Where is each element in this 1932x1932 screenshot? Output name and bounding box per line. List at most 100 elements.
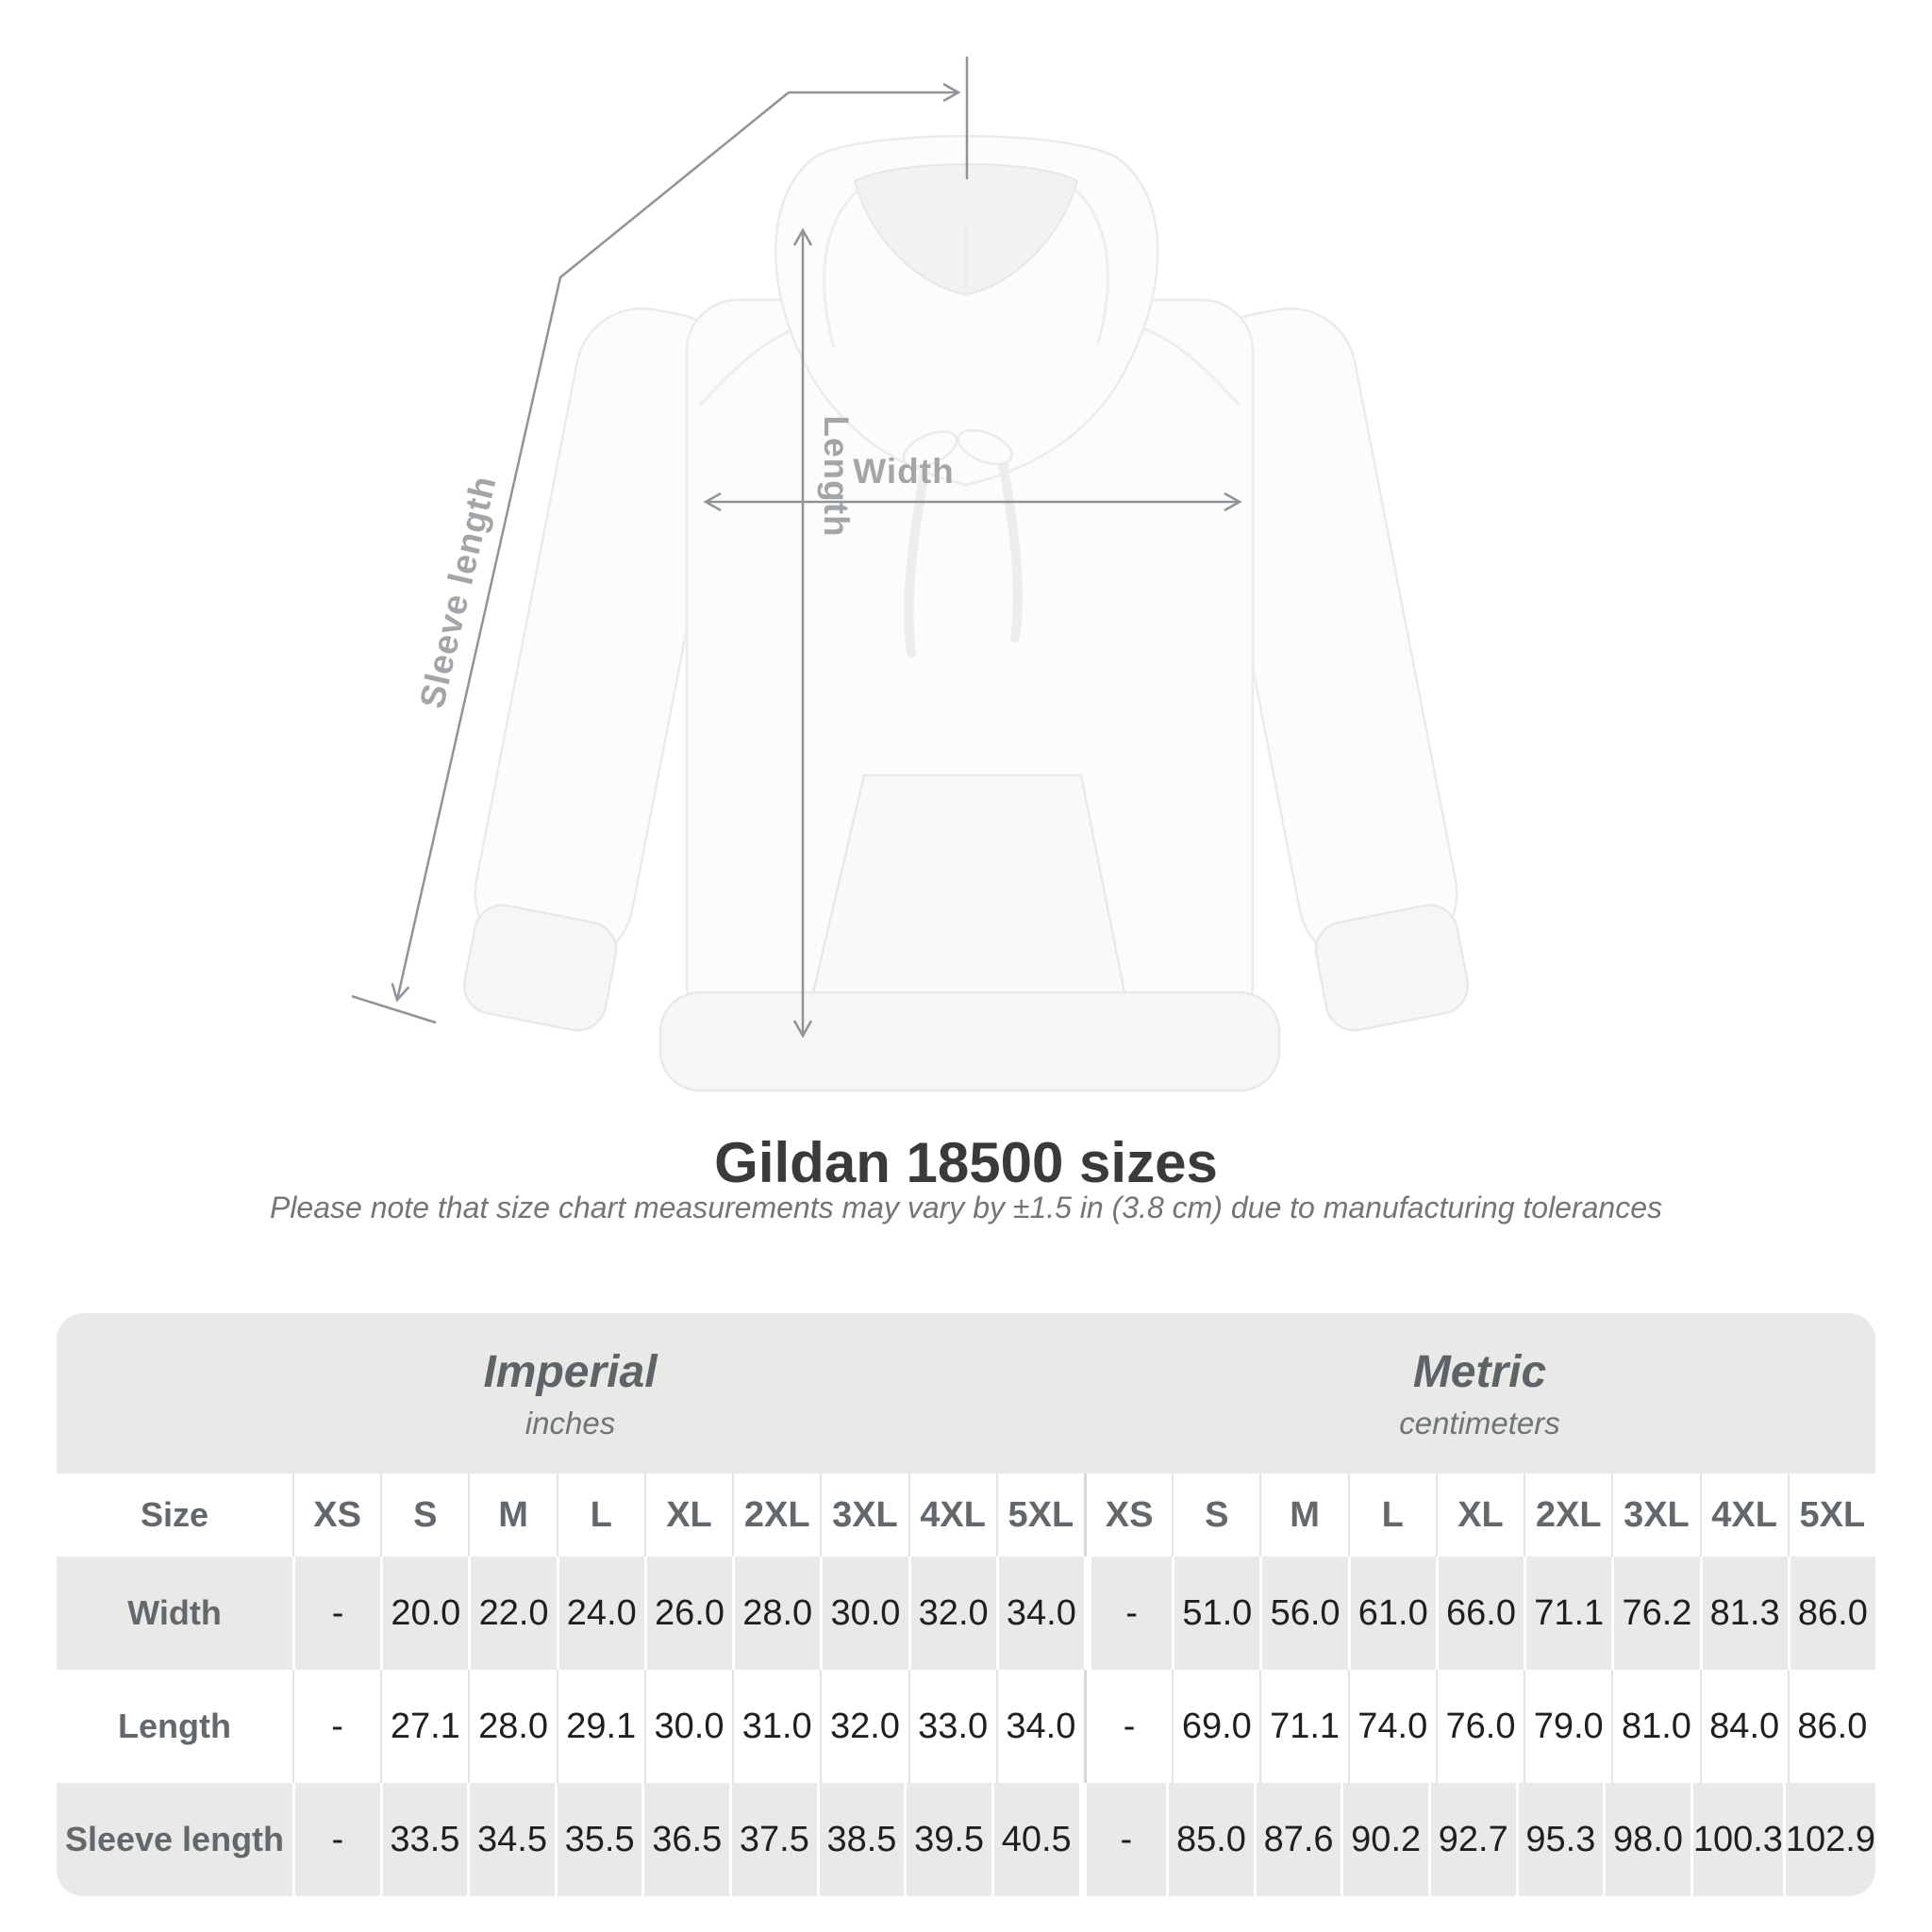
hoodie-hood: [774, 135, 1159, 487]
cell-metric-s: 69.0: [1172, 1670, 1259, 1783]
cell-metric-l: 61.0: [1347, 1557, 1436, 1670]
cell-metric-xs: -: [1083, 1557, 1172, 1670]
hoodie-drawstring-bow-right: [957, 428, 1013, 466]
cell-metric-xl: 92.7: [1427, 1783, 1516, 1896]
cell-metric-2xl: 79.0: [1524, 1670, 1611, 1783]
size-header-imperial-xl: XL: [643, 1474, 732, 1557]
cell-imperial-5xl: 34.0: [995, 1557, 1084, 1670]
cell-metric-m: 71.1: [1259, 1670, 1347, 1783]
size-header-metric-xs: XS: [1083, 1474, 1172, 1557]
size-header-imperial-3xl: 3XL: [820, 1474, 908, 1557]
imperial-label: Imperial: [483, 1346, 658, 1397]
cell-imperial-5xl: 40.5: [991, 1783, 1079, 1896]
cell-imperial-2xl: 37.5: [729, 1783, 817, 1896]
hoodie-hem-band: [658, 991, 1281, 1092]
tolerance-note: Please note that size chart measurements…: [269, 1191, 1663, 1224]
cell-metric-5xl: 86.0: [1787, 1557, 1875, 1670]
row-label: Sleeve length: [64, 1820, 285, 1858]
table-row-length: Length -27.1 28.0 29.1 30.0 31.0 32.0 33.0 34.0-…: [57, 1670, 1875, 1783]
table-row-sleeve-length: Sleeve length -33.5 34.5 35.5 36.5 37.5 38.5 39…: [57, 1783, 1875, 1896]
cell-metric-xs: -: [1078, 1783, 1167, 1896]
size-header-imperial-5xl: 5XL: [995, 1474, 1084, 1557]
hoodie-diagram: Length Width Sleeve length: [351, 57, 1470, 1092]
row-label: Length: [118, 1707, 231, 1745]
hoodie-right-sleeve: [1196, 307, 1470, 1032]
size-header-metric-s: S: [1172, 1474, 1259, 1557]
unit-header-row: Imperial inches Metric centimeters: [57, 1313, 1875, 1474]
cell-metric-5xl: 102.9: [1782, 1783, 1875, 1896]
cell-imperial-2xl: 28.0: [732, 1557, 820, 1670]
size-header-row: Size XS S M L XL 2XL 3XL 4XL 5XL XS S M L XL 2XL 3XL 4XL 5…: [57, 1474, 1875, 1557]
cell-metric-4xl: 81.3: [1699, 1557, 1788, 1670]
cell-imperial-2xl: 31.0: [732, 1670, 820, 1783]
cell-metric-2xl: 71.1: [1524, 1557, 1611, 1670]
cell-metric-3xl: 76.2: [1611, 1557, 1699, 1670]
size-header-imperial-m: M: [468, 1474, 556, 1557]
cell-metric-s: 51.0: [1172, 1557, 1259, 1670]
cell-imperial-s: 27.1: [380, 1670, 468, 1783]
length-measure-label: Length: [817, 415, 856, 537]
table-row-width: Width -20.0 22.0 24.0 26.0 28.0 30.0 32.0 34.0-5…: [57, 1557, 1875, 1670]
hoodie-drawstring-left: [904, 454, 931, 658]
cell-imperial-xs: -: [292, 1557, 380, 1670]
cell-metric-l: 74.0: [1347, 1670, 1436, 1783]
size-header-metric-xl: XL: [1435, 1474, 1524, 1557]
size-header-metric-2xl: 2XL: [1524, 1474, 1611, 1557]
cell-metric-xl: 66.0: [1435, 1557, 1524, 1670]
hoodie-pocket: [811, 774, 1126, 994]
cell-imperial-xs: -: [292, 1670, 380, 1783]
cell-imperial-s: 33.5: [379, 1783, 468, 1896]
size-table: Imperial inches Metric centimeters Size X…: [57, 1313, 1875, 1896]
cell-imperial-4xl: 33.0: [908, 1670, 996, 1783]
cell-metric-3xl: 81.0: [1611, 1670, 1699, 1783]
size-header-imperial-2xl: 2XL: [732, 1474, 820, 1557]
cell-imperial-4xl: 32.0: [908, 1557, 996, 1670]
cell-metric-m: 56.0: [1259, 1557, 1347, 1670]
cell-imperial-m: 28.0: [468, 1670, 556, 1783]
cell-metric-4xl: 84.0: [1699, 1670, 1788, 1783]
metric-label: Metric: [1412, 1346, 1547, 1397]
cell-imperial-xl: 36.5: [641, 1783, 729, 1896]
size-header-imperial-l: L: [556, 1474, 644, 1557]
cell-imperial-m: 34.5: [467, 1783, 555, 1896]
sleeve-arrow-diagonal: [391, 92, 790, 1003]
hoodie-left-sleeve: [462, 307, 736, 1032]
metric-sublabel: centimeters: [1399, 1405, 1560, 1441]
hoodie-drawstring-right: [997, 452, 1023, 642]
cell-imperial-l: 35.5: [554, 1783, 642, 1896]
cell-imperial-xs: -: [292, 1783, 380, 1896]
size-header-imperial-4xl: 4XL: [908, 1474, 996, 1557]
cell-imperial-l: 29.1: [556, 1670, 644, 1783]
size-header-metric-4xl: 4XL: [1699, 1474, 1788, 1557]
imperial-sublabel: inches: [525, 1405, 616, 1441]
cell-imperial-xl: 30.0: [643, 1670, 732, 1783]
cell-imperial-3xl: 30.0: [820, 1557, 908, 1670]
cell-metric-3xl: 98.0: [1603, 1783, 1690, 1896]
cell-metric-m: 87.6: [1253, 1783, 1341, 1896]
cell-imperial-l: 24.0: [556, 1557, 644, 1670]
cell-imperial-3xl: 38.5: [816, 1783, 905, 1896]
size-header-metric-3xl: 3XL: [1611, 1474, 1699, 1557]
cell-metric-xl: 76.0: [1435, 1670, 1524, 1783]
hoodie-drawstring-bow-left: [902, 430, 958, 468]
cell-metric-5xl: 86.0: [1787, 1670, 1875, 1783]
size-header-metric-5xl: 5XL: [1787, 1474, 1875, 1557]
size-header-imperial-s: S: [380, 1474, 468, 1557]
size-header-imperial-xs: XS: [292, 1474, 380, 1557]
cell-metric-l: 90.2: [1341, 1783, 1428, 1896]
width-measure-label: Width: [853, 452, 954, 491]
hoodie-illustration: [462, 135, 1470, 1092]
row-label: Width: [127, 1593, 222, 1632]
cell-imperial-3xl: 32.0: [820, 1670, 908, 1783]
unit-group-metric: Metric centimeters: [1084, 1313, 1875, 1474]
cell-imperial-m: 22.0: [468, 1557, 556, 1670]
cell-imperial-5xl: 34.0: [995, 1670, 1084, 1783]
size-column-header: Size: [140, 1495, 209, 1534]
cell-metric-xs: -: [1083, 1670, 1172, 1783]
unit-group-imperial: Imperial inches: [57, 1313, 1084, 1474]
hoodie-hood-fold-left: [823, 183, 867, 348]
sleeve-cuff-tick: [351, 994, 437, 1024]
size-header-metric-m: M: [1259, 1474, 1347, 1557]
cell-imperial-s: 20.0: [380, 1557, 468, 1670]
